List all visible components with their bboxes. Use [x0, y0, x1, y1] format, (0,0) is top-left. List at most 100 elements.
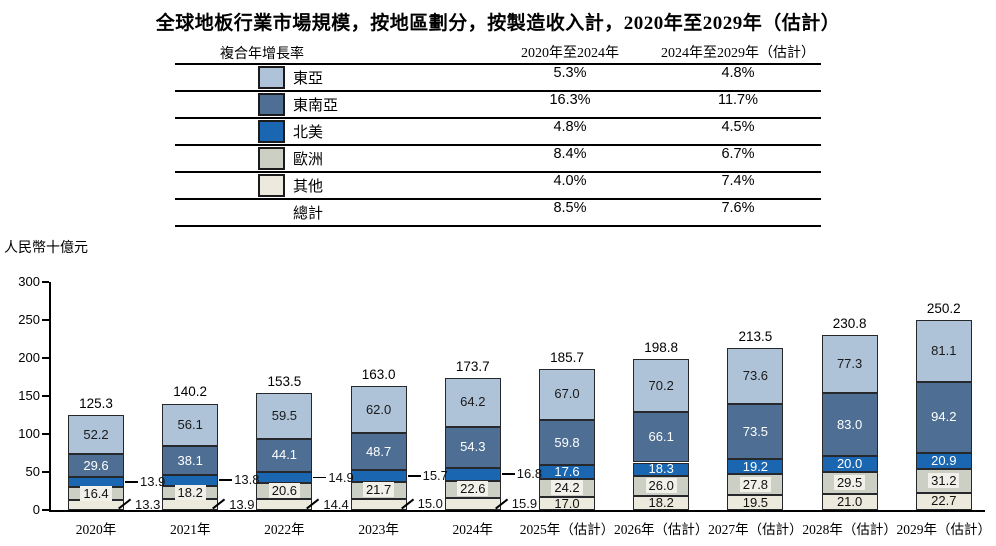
bar-segment-southeast-asia	[162, 446, 219, 476]
bar-segment-east-asia	[915, 319, 972, 382]
region-label: 東南亞	[293, 98, 339, 114]
table-row-total: 總計 8.5% 7.6%	[175, 200, 821, 227]
bar-total-label: 173.7	[455, 358, 490, 374]
segment-label: 27.8	[727, 476, 783, 493]
bar-segment-east-asia	[633, 358, 690, 413]
segment-label: 73.5	[742, 423, 769, 439]
leader-line	[501, 473, 515, 475]
bar-segment-other	[539, 497, 595, 510]
bar-segment-southeast-asia	[727, 403, 784, 460]
cagr-value: 5.3%	[553, 65, 587, 81]
x-axis-label: 2026年（估計）	[613, 522, 709, 537]
y-tick-label: 200	[18, 350, 40, 365]
segment-label: 15.0	[417, 496, 443, 512]
leader-line	[407, 475, 421, 477]
y-tick-mark	[42, 281, 49, 283]
bar-total-label: 153.5	[267, 374, 302, 390]
x-axis-label: 2021年	[169, 522, 211, 537]
segment-label: 19.5	[742, 494, 769, 510]
bar-segment-southeast-asia	[256, 438, 313, 473]
region-label: 北美	[293, 125, 324, 141]
table-row-other: 其他 4.0% 7.4%	[175, 173, 821, 200]
segment-label: 17.6	[554, 464, 580, 479]
bar-segment-north-america	[350, 470, 407, 483]
bar-segment-north-america	[915, 453, 972, 470]
segment-label: 31.2	[916, 472, 972, 489]
segment-label-text: 31.2	[928, 472, 960, 488]
bar-segment-north-america	[444, 467, 501, 481]
bar-segment-other	[821, 494, 878, 510]
bar-segment-other	[633, 496, 690, 510]
segment-label: 20.0	[836, 456, 863, 472]
region-label: 東亞	[293, 71, 324, 87]
y-tick-mark	[42, 319, 49, 321]
segment-label: 18.2	[648, 495, 674, 511]
y-tick-label: 300	[18, 274, 40, 289]
table-row-north-america: 北美 4.8% 4.5%	[175, 119, 821, 146]
segment-label: 16.4	[68, 485, 124, 502]
segment-label: 17.0	[554, 495, 580, 511]
bar-total-label: 213.5	[738, 328, 773, 344]
segment-label: 22.7	[931, 493, 957, 509]
bar-segment-east-asia	[350, 386, 407, 434]
legend-swatch-europe	[258, 147, 285, 170]
bar-segment-east-asia	[68, 414, 124, 455]
segment-label: 26.0	[633, 478, 689, 494]
x-axis-label: 2020年	[75, 522, 117, 537]
segment-label-text: 20.6	[268, 483, 301, 499]
segment-label: 94.2	[931, 409, 957, 425]
bar-total-label: 140.2	[173, 384, 208, 400]
segment-label: 54.3	[460, 439, 486, 455]
segment-label: 77.3	[836, 355, 863, 371]
bar-segment-north-america	[727, 459, 784, 475]
bar-segment-southeast-asia	[68, 454, 124, 477]
bar-segment-north-america	[821, 456, 878, 472]
x-axis-label: 2023年	[358, 522, 399, 537]
segment-label: 14.4	[323, 496, 349, 512]
bar-segment-southeast-asia	[633, 412, 690, 463]
segment-label: 56.1	[177, 416, 203, 432]
segment-label: 18.2	[162, 484, 218, 501]
segment-label: 22.6	[445, 481, 501, 497]
bar-segment-other	[350, 498, 407, 510]
segment-label-text: 24.2	[551, 479, 583, 495]
chart-title: 全球地板行業市場規模，按地區劃分，按製造收入計，2020年至2029年（估計）	[155, 13, 841, 34]
y-tick-label: 0	[32, 502, 40, 517]
bar-total-label: 125.3	[79, 395, 113, 411]
x-axis-label: 2025年（估計）	[519, 522, 615, 537]
segment-label: 15.7	[422, 468, 448, 484]
segment-label: 13.9	[229, 496, 255, 512]
legend-swatch-north-america	[258, 120, 285, 143]
segment-label: 16.8	[516, 466, 543, 482]
segment-label: 20.6	[256, 483, 312, 499]
cagr-header-label: 複合年增長率	[220, 46, 304, 62]
cagr-value: 8.5%	[553, 200, 587, 216]
y-tick-label: 100	[18, 426, 40, 441]
bar-segment-southeast-asia	[444, 426, 501, 468]
bar-total-label: 230.8	[832, 315, 867, 331]
segment-label: 70.2	[648, 377, 674, 393]
y-tick-label: 50	[25, 464, 40, 479]
x-axis-label: 2022年	[264, 522, 305, 537]
y-axis-line	[49, 282, 51, 510]
bar-segment-north-america	[539, 465, 595, 479]
cagr-value: 11.7%	[717, 92, 759, 108]
y-tick-mark	[42, 395, 49, 397]
segment-label: 29.6	[83, 457, 109, 473]
segment-label: 13.9	[140, 474, 166, 490]
bar-segment-other	[256, 499, 313, 510]
cagr-value: 4.8%	[721, 65, 755, 81]
segment-label-text: 29.5	[833, 474, 866, 490]
segment-label-text: 18.2	[174, 484, 206, 500]
x-axis-label: 2027年（估計）	[708, 522, 803, 537]
y-tick-label: 150	[18, 388, 40, 403]
segment-label-text: 22.6	[457, 481, 489, 497]
legend-swatch-east-asia	[258, 66, 285, 89]
segment-label-text: 26.0	[645, 478, 677, 494]
bar-total-label: 250.2	[926, 300, 961, 316]
segment-label: 21.7	[351, 482, 407, 498]
segment-label: 67.0	[554, 386, 580, 402]
bar-segment-southeast-asia	[350, 433, 407, 471]
cagr-value: 4.0%	[553, 173, 587, 189]
